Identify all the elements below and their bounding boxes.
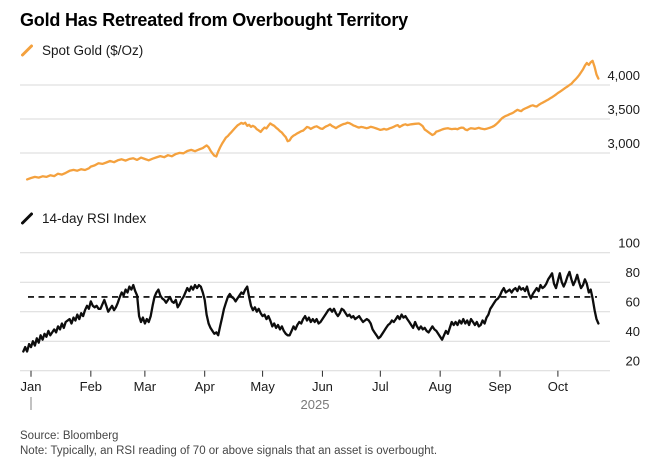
rsi-ytick-100: 100 [618, 236, 640, 251]
gold-price-line [25, 59, 600, 181]
legend-rsi-label: 14-day RSI Index [42, 211, 147, 226]
gold-ytick-4000: 4,000 [607, 68, 640, 83]
xtick-label-May: May [250, 379, 275, 394]
source-line: Source: Bloomberg [20, 430, 119, 442]
chart-title: Gold Has Retreated from Overbought Terri… [20, 10, 408, 30]
gold-line-legend-icon [21, 44, 33, 57]
xtick-label-Jan: Jan [21, 379, 42, 394]
xtick-label-Feb: Feb [80, 379, 102, 394]
chart-footer: Source: Bloomberg Note: Typically, an RS… [20, 429, 437, 458]
xtick-label-Oct: Oct [548, 379, 569, 394]
year-label: 2025 [301, 397, 330, 412]
gold-ytick-3500: 3,500 [607, 102, 640, 117]
rsi-ytick-80: 80 [626, 265, 640, 280]
rsi-ytick-60: 60 [626, 295, 640, 310]
gold-ytick-3000: 3,000 [607, 136, 640, 151]
rsi-ytick-20: 20 [626, 354, 640, 369]
xtick-label-Aug: Aug [429, 379, 452, 394]
xtick-label-Apr: Apr [195, 379, 216, 394]
rsi-ytick-40: 40 [626, 324, 640, 339]
legend-gold: Spot Gold ($/Oz) [21, 43, 143, 58]
note-line: Note: Typically, an RSI reading of 70 or… [20, 444, 438, 457]
legend-rsi: 14-day RSI Index [21, 211, 146, 226]
xtick-label-Mar: Mar [134, 379, 157, 394]
xtick-label-Jul: Jul [372, 379, 389, 394]
rsi-line-legend-icon [21, 212, 33, 225]
xtick-label-Jun: Jun [312, 379, 333, 394]
rsi-line [22, 270, 600, 353]
legend-gold-label: Spot Gold ($/Oz) [42, 43, 144, 58]
xtick-label-Sep: Sep [488, 379, 511, 394]
